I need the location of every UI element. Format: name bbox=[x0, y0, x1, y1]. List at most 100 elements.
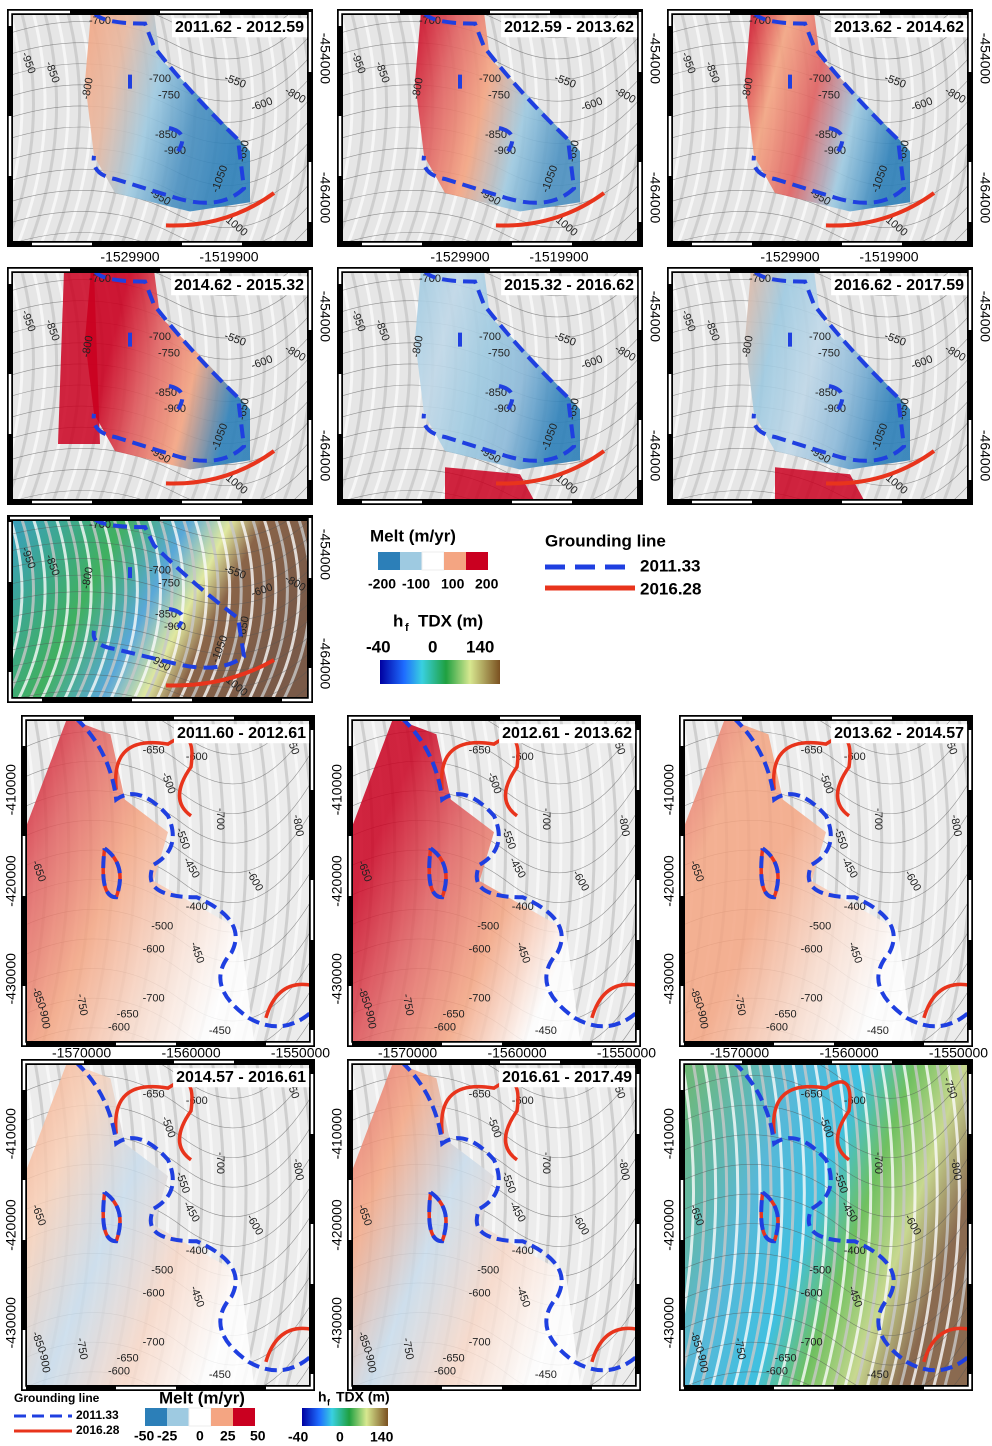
panel-title: 2016.61 - 2017.49 bbox=[502, 1069, 632, 1086]
y-tick-label: -430000 bbox=[329, 1297, 345, 1349]
y-tick-label: -430000 bbox=[661, 953, 677, 1005]
panel-title: 2015.32 - 2016.62 bbox=[504, 277, 634, 294]
map-panel: -700-950-850-800-550-600-800-700-750-650… bbox=[0, 0, 311, 270]
y-tick-label: -464000 bbox=[977, 172, 992, 224]
melt-tick: -200 bbox=[368, 576, 396, 592]
map-panel: -650-600-750-500-700-800-550-450-400-600… bbox=[668, 692, 971, 1080]
contour-label: -600 bbox=[766, 1366, 788, 1378]
contour-label: -700 bbox=[801, 1336, 823, 1348]
y-tick-label: -420000 bbox=[661, 855, 677, 907]
gl-dashed-label: 2011.33 bbox=[640, 556, 701, 575]
hf-subscript: f bbox=[405, 622, 409, 634]
contour-label: -600 bbox=[512, 751, 534, 763]
contour-label: -400 bbox=[844, 1245, 866, 1257]
hf-legend-title: TDX (m) bbox=[336, 1389, 390, 1405]
x-tick-label: -1529900 bbox=[760, 249, 819, 265]
y-tick-label: -454000 bbox=[317, 291, 333, 343]
contour-label: -700 bbox=[143, 1336, 165, 1348]
melt-swatch bbox=[422, 552, 444, 570]
x-tick-label: -1560000 bbox=[161, 1045, 220, 1061]
map-panel: -650-600-750-500-700-800-550-450-400-600… bbox=[336, 1036, 639, 1424]
contour-label: -500 bbox=[809, 921, 831, 933]
contour-label: -750 bbox=[818, 89, 840, 101]
contour-label: -600 bbox=[186, 1095, 208, 1107]
contour-label: -450 bbox=[209, 1369, 231, 1381]
x-tick-label: -1570000 bbox=[710, 1045, 769, 1061]
contour-label: -600 bbox=[434, 1022, 456, 1034]
contour-label: -400 bbox=[512, 1245, 534, 1257]
hf-colorbar bbox=[380, 660, 500, 684]
contour-label: -750 bbox=[488, 347, 510, 359]
contour-label: -500 bbox=[809, 1265, 831, 1277]
panel-title: 2012.59 - 2013.62 bbox=[504, 19, 634, 36]
x-tick-label: -1529900 bbox=[100, 249, 159, 265]
y-tick-label: -464000 bbox=[647, 172, 663, 224]
contour-label: -650 bbox=[117, 1353, 139, 1365]
hf-symbol: h bbox=[318, 1389, 327, 1405]
x-tick-label: -1560000 bbox=[819, 1045, 878, 1061]
melt-swatch bbox=[444, 552, 466, 570]
contour-label: -700 bbox=[469, 992, 491, 1004]
hf-tick: 140 bbox=[466, 637, 494, 656]
contour-label: -600 bbox=[512, 1095, 534, 1107]
contour-label: -700 bbox=[540, 808, 552, 830]
y-tick-label: -464000 bbox=[317, 430, 333, 482]
y-tick-label: -420000 bbox=[3, 855, 19, 907]
map-panel: -650-600-750-500-700-800-550-450-400-600… bbox=[10, 692, 313, 1080]
contour-label: -600 bbox=[143, 943, 165, 955]
melt-legend-title: Melt (m/yr) bbox=[370, 526, 456, 545]
contour-label: -700 bbox=[149, 73, 171, 85]
contour-label: -600 bbox=[766, 1022, 788, 1034]
panel-title: 2011.62 - 2012.59 bbox=[175, 19, 304, 36]
x-tick-label: -1519900 bbox=[529, 249, 588, 265]
y-tick-label: -464000 bbox=[647, 430, 663, 482]
contour-label: -600 bbox=[186, 751, 208, 763]
y-tick-label: -420000 bbox=[661, 1199, 677, 1251]
contour-label: -450 bbox=[867, 1369, 889, 1381]
contour-label: -650 bbox=[801, 745, 823, 757]
melt-tick: 50 bbox=[250, 1428, 266, 1444]
melt-tick: 25 bbox=[220, 1428, 236, 1444]
contour-label: -750 bbox=[488, 89, 510, 101]
hf-tick: -40 bbox=[288, 1429, 308, 1445]
figure: Melt (m/yr) -200 -100 100 200 h f TDX (m… bbox=[0, 0, 992, 1446]
contour-label: -600 bbox=[844, 751, 866, 763]
contour-label: -500 bbox=[151, 1265, 173, 1277]
y-tick-label: -430000 bbox=[661, 1297, 677, 1349]
contour-label: -650 bbox=[443, 1009, 465, 1021]
contour-label: -700 bbox=[540, 1152, 552, 1174]
melt-swatch bbox=[167, 1408, 189, 1426]
contour-label: -500 bbox=[477, 921, 499, 933]
contour-label: -400 bbox=[186, 1245, 208, 1257]
contour-label: -900 bbox=[164, 145, 186, 157]
contour-label: -600 bbox=[108, 1366, 130, 1378]
hf-tick: 140 bbox=[370, 1429, 394, 1445]
y-tick-label: -420000 bbox=[329, 1199, 345, 1251]
hf-tick: 0 bbox=[336, 1429, 344, 1445]
gl-legend-title: Grounding line bbox=[545, 531, 666, 550]
contour-label: -900 bbox=[164, 403, 186, 415]
melt-swatch bbox=[378, 552, 400, 570]
map-panel: -650-600-750-500-700-800-550-450-400-600… bbox=[10, 1036, 313, 1424]
y-tick-label: -454000 bbox=[317, 529, 333, 581]
hf-tick: -40 bbox=[366, 637, 391, 656]
contour-label: -650 bbox=[117, 1009, 139, 1021]
hf-legend-title: TDX (m) bbox=[418, 611, 483, 630]
contour-label: -600 bbox=[143, 1287, 165, 1299]
y-tick-label: -410000 bbox=[661, 1108, 677, 1160]
contour-label: -400 bbox=[844, 901, 866, 913]
y-tick-label: -410000 bbox=[329, 764, 345, 816]
y-tick-label: -464000 bbox=[317, 638, 333, 690]
melt-tick: 100 bbox=[441, 576, 465, 592]
contour-label: -700 bbox=[469, 1336, 491, 1348]
melt-tick: -25 bbox=[157, 1428, 177, 1444]
contour-label: -400 bbox=[186, 901, 208, 913]
x-tick-label: -1529900 bbox=[430, 249, 489, 265]
x-tick-label: -1519900 bbox=[859, 249, 918, 265]
contour-label: -750 bbox=[158, 89, 180, 101]
hf-colorbar bbox=[302, 1408, 388, 1426]
contour-label: -500 bbox=[151, 921, 173, 933]
contour-label: -650 bbox=[775, 1009, 797, 1021]
contour-label: -700 bbox=[214, 808, 226, 830]
x-tick-label: -1570000 bbox=[378, 1045, 437, 1061]
